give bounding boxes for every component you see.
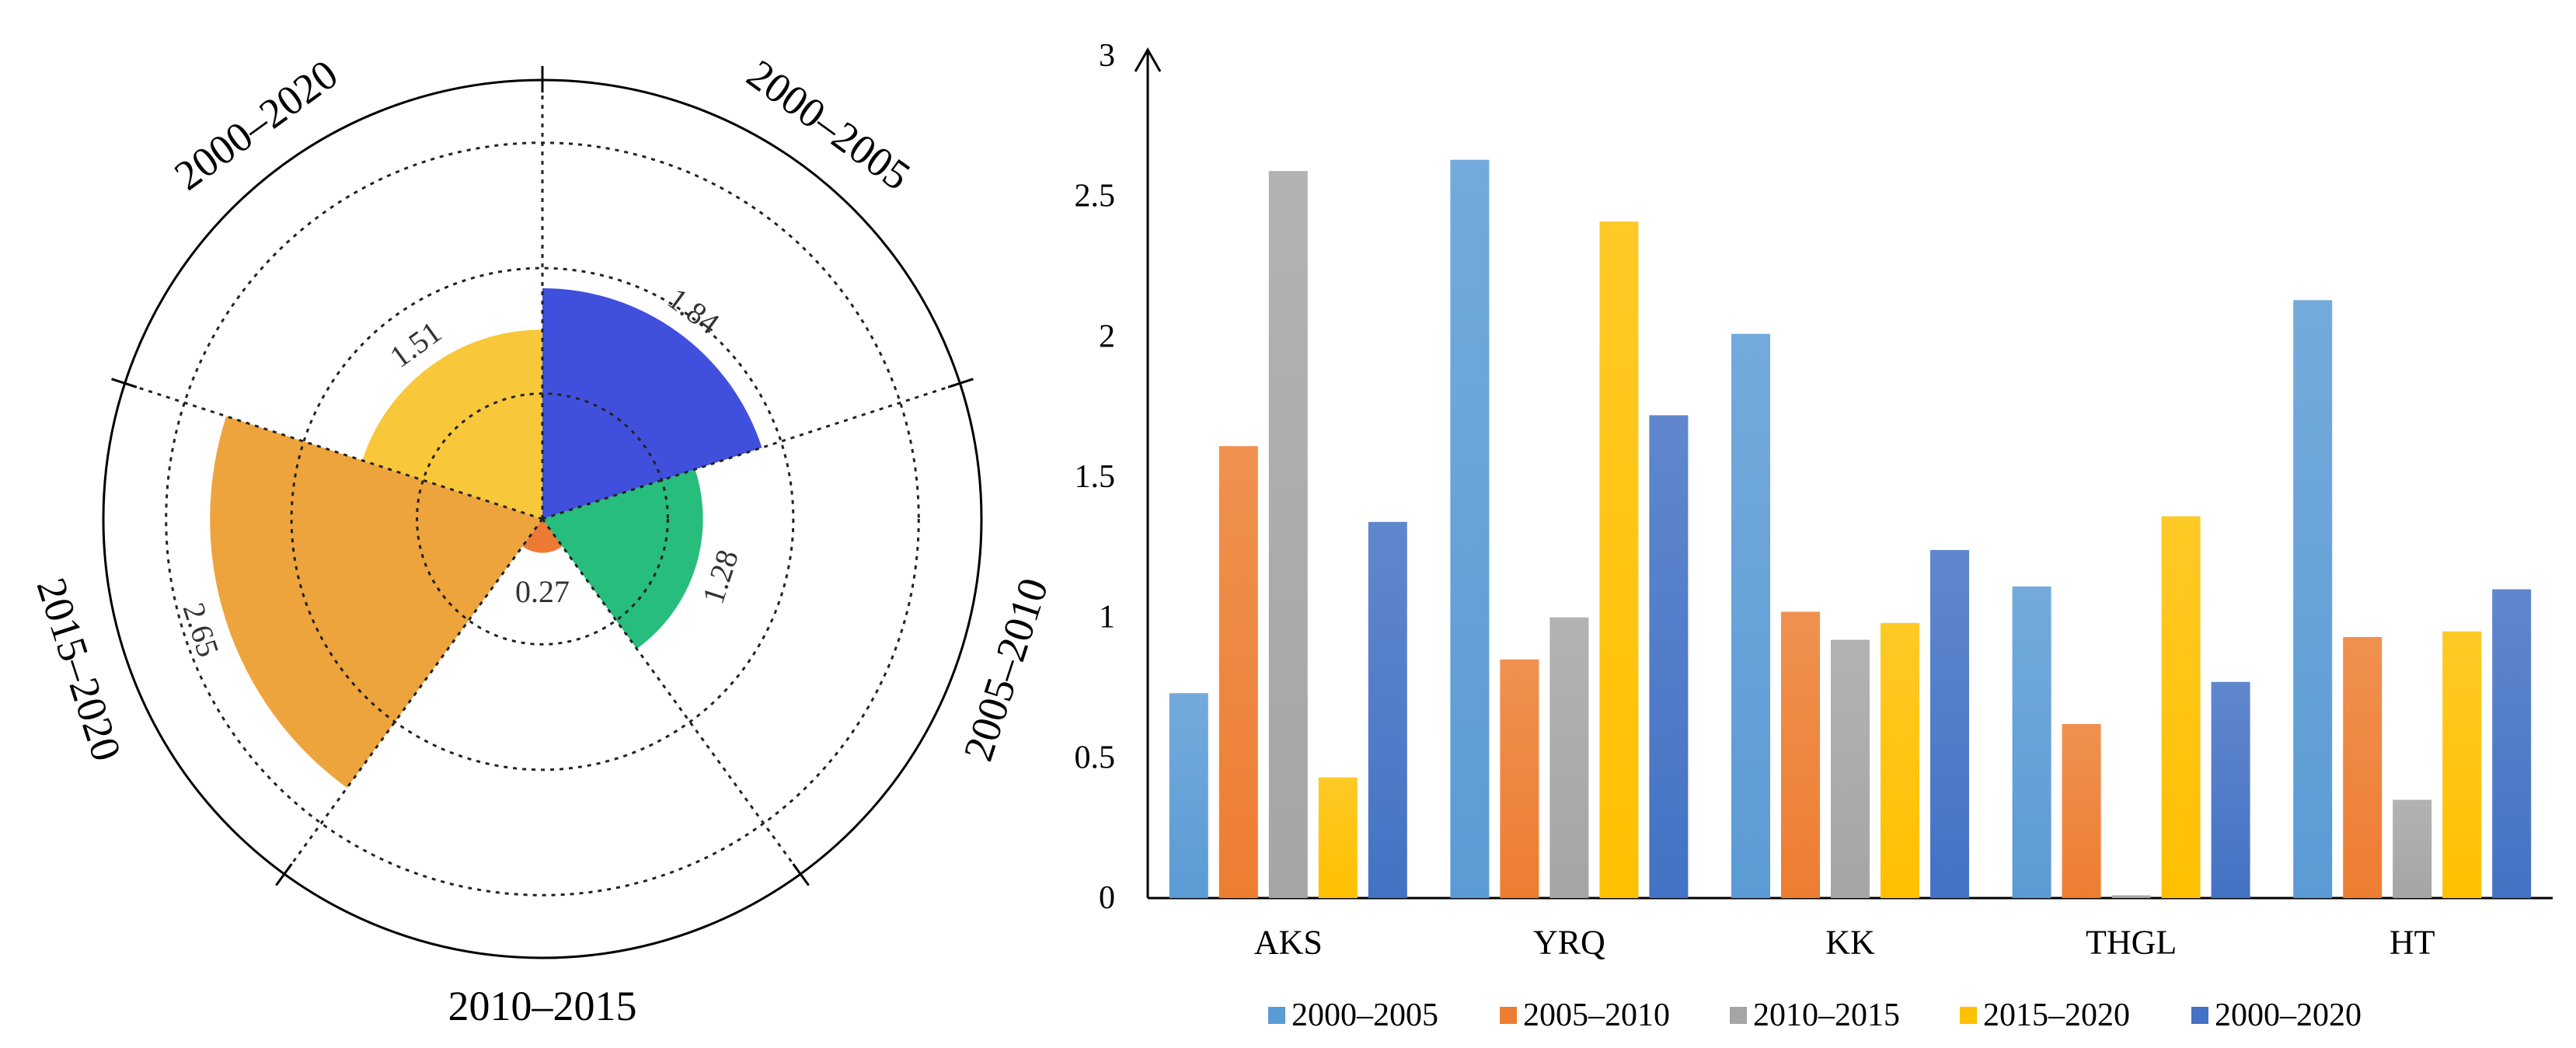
bar-chart: 0 0.5 1 1.5 2 2.5 3 AKS YRQ KK THGL HT 2000–2005 2005… [1075, 38, 2553, 1033]
bar-kk-2005-2010 [1781, 611, 1820, 898]
x-tick-label-aks: AKS [1254, 924, 1323, 962]
y-tick-label: 2 [1099, 319, 1115, 354]
bar-aks-2015-2020 [1318, 777, 1358, 898]
bar-ht-2005-2010 [2343, 636, 2383, 898]
polar-value-label-2010-2015: 0.27 [515, 574, 570, 609]
legend-swatch-2010-2015 [1730, 1007, 1747, 1024]
x-tick-label-kk: KK [1825, 924, 1875, 962]
bar-yrq-2010-2015 [1549, 617, 1589, 898]
polar-spoke [541, 518, 802, 875]
bar-ht-2000-2020 [2492, 589, 2532, 898]
y-tick-label: 0.5 [1075, 740, 1116, 775]
polar-grid-circle [416, 392, 669, 646]
legend-label-2010-2015: 2010–2015 [1753, 998, 1900, 1033]
polar-category-label-2000-2020: 2000–2020 [166, 50, 347, 199]
polar-value-label-2015-2020: 2.65 [176, 598, 226, 660]
polar-chart: 2000–2005 2005–2010 2010–2015 2015–2020 2000… [28, 50, 1058, 1029]
polar-category-label-2015-2020: 2015–2020 [28, 573, 131, 767]
polar-value-label-2005-2010: 1.28 [695, 545, 745, 608]
bar-kk-2015-2020 [1881, 622, 1919, 898]
polar-grid-circle [290, 266, 795, 771]
polar-tick [947, 378, 974, 388]
bar-thgl-2005-2010 [2062, 723, 2101, 898]
y-tick-label: 2.5 [1075, 179, 1116, 214]
polar-wedge-2015-2020 [210, 416, 542, 789]
legend-swatch-2005-2010 [1500, 1007, 1517, 1024]
legend-swatch-2015-2020 [1960, 1007, 1977, 1024]
bar-aks-2005-2010 [1218, 446, 1258, 898]
legend-label-2000-2005: 2000–2005 [1291, 998, 1438, 1033]
bar-kk-2000-2005 [1731, 333, 1770, 899]
bar-thgl-2015-2020 [2161, 516, 2201, 898]
bar-kk-2010-2015 [1831, 639, 1870, 898]
bar-thgl-2000-2005 [2012, 586, 2051, 898]
legend-label-2015-2020: 2015–2020 [1983, 998, 2130, 1033]
bar-yrq-2015-2020 [1599, 221, 1639, 899]
bar-aks-2010-2015 [1268, 171, 1308, 898]
polar-category-label-2010-2015: 2010–2015 [448, 983, 637, 1029]
y-axis-arrow [1134, 47, 1162, 72]
polar-category-label-2005-2010: 2005–2010 [954, 573, 1057, 767]
bar-ht-2000-2005 [2293, 300, 2333, 898]
bar-aks-2000-2020 [1368, 521, 1407, 898]
polar-tick [275, 863, 293, 886]
bar-yrq-2005-2010 [1500, 659, 1539, 898]
legend-label-2005-2010: 2005–2010 [1523, 998, 1670, 1033]
bar-ht-2015-2020 [2442, 631, 2482, 898]
polar-spoke [542, 381, 960, 521]
bar-thgl-2000-2020 [2211, 681, 2250, 898]
bar-yrq-2000-2005 [1450, 159, 1490, 898]
polar-spoke [124, 381, 543, 521]
polar-wedge-2010-2015 [522, 519, 563, 553]
bar-ht-2010-2015 [2393, 799, 2432, 898]
polar-wedge-2000-2020 [362, 329, 542, 519]
x-tick-label-ht: HT [2390, 924, 2435, 962]
legend-swatch-2000-2005 [1268, 1007, 1285, 1024]
bar-aks-2000-2005 [1169, 693, 1208, 898]
x-tick-label-yrq: YRQ [1533, 924, 1605, 962]
polar-spoke [283, 518, 544, 875]
y-tick-label: 0 [1099, 880, 1115, 916]
y-tick-label: 1 [1099, 600, 1115, 635]
polar-wedge-2000-2005 [542, 287, 762, 519]
polar-tick [111, 378, 138, 388]
bar-thgl-2010-2015 [2111, 895, 2151, 898]
legend-label-2000-2020: 2000–2020 [2215, 998, 2362, 1033]
polar-category-label-2000-2005: 2000–2005 [739, 50, 919, 199]
y-tick-label: 3 [1099, 38, 1115, 74]
bar-yrq-2000-2020 [1649, 415, 1689, 898]
y-tick-label: 1.5 [1075, 459, 1116, 495]
legend-swatch-2000-2020 [2191, 1007, 2208, 1024]
polar-wedge-2005-2010 [542, 469, 703, 649]
bar-kk-2000-2020 [1930, 549, 1969, 898]
x-tick-label-thgl: THGL [2086, 924, 2177, 962]
polar-tick [792, 863, 810, 886]
